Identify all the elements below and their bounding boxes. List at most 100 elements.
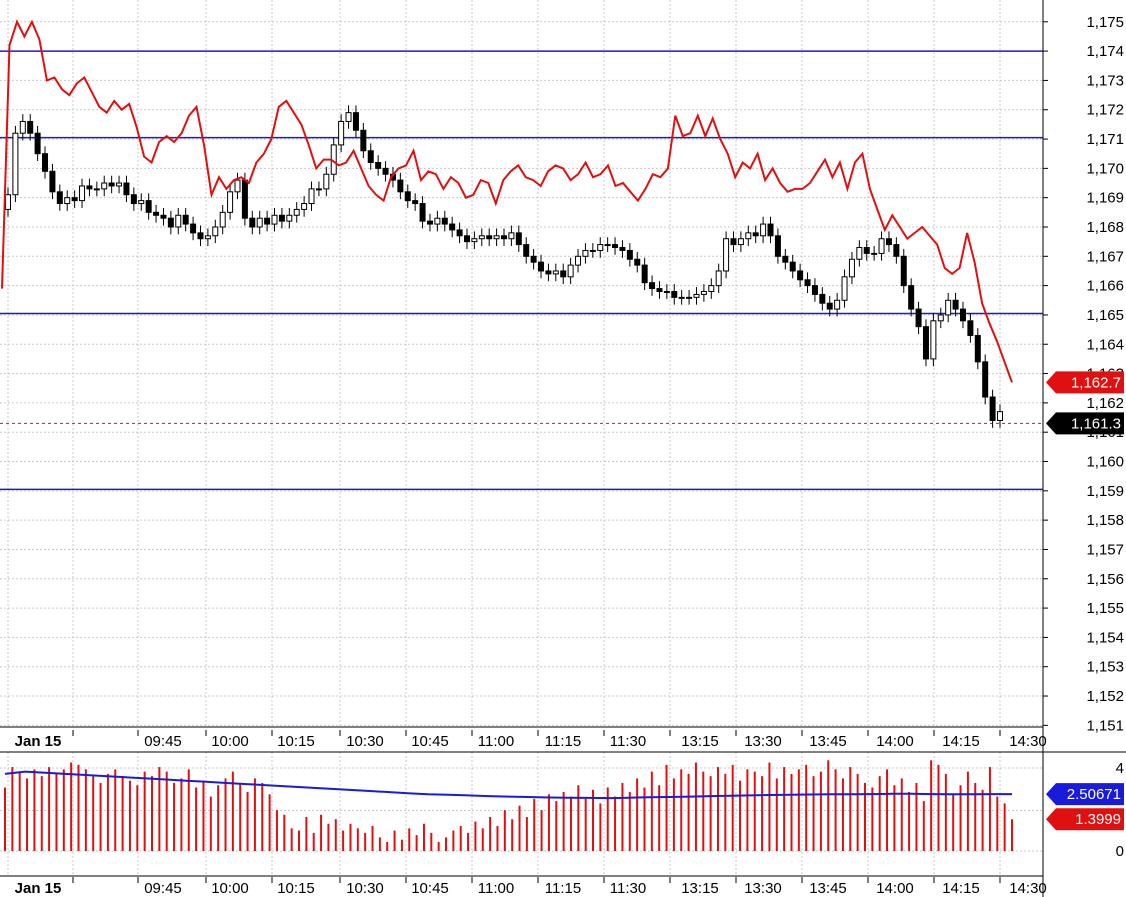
candle-body (848, 258, 855, 278)
candle-body (834, 299, 841, 310)
candle-body (227, 191, 234, 213)
candle-body (982, 361, 989, 398)
candle-body (715, 270, 722, 287)
candle-body (885, 238, 892, 246)
candle-body (997, 411, 1003, 421)
volume-bar (768, 762, 771, 851)
volume-bar (849, 767, 852, 851)
y-tick-label: 1,160 (1086, 454, 1124, 471)
volume-bar (11, 767, 14, 851)
volume-bar (636, 778, 639, 851)
volume-bar (430, 832, 433, 851)
volume-bar (393, 830, 396, 851)
candle-body (478, 235, 485, 240)
candle-body (671, 290, 678, 298)
x-tick-label: Jan 15 (15, 733, 62, 750)
volume-bar (827, 760, 830, 851)
y-tick-label: 1,156 (1086, 571, 1124, 588)
volume-bar (658, 785, 661, 851)
candle-body (27, 120, 34, 134)
x-tick-label: 10:30 (346, 880, 384, 897)
price-tag (1046, 371, 1124, 394)
volume-bar (981, 789, 984, 851)
y-tick-label: 1,152 (1086, 688, 1124, 705)
candle-body (774, 235, 781, 257)
volume-bar (915, 782, 918, 851)
candle-body (293, 208, 300, 216)
candle-body (212, 226, 219, 237)
candle-body (138, 200, 145, 205)
value-tag-label: 2.50671 (1067, 786, 1121, 803)
volume-bar (834, 769, 837, 851)
x-tick-label: 09:45 (144, 733, 182, 750)
candle-body (789, 261, 796, 272)
volume-bar (783, 767, 786, 851)
candle-body (841, 276, 848, 301)
x-tick-label: 10:15 (277, 733, 315, 750)
volume-bar (525, 816, 528, 851)
volume-bar (555, 801, 558, 851)
x-tick-label: 10:45 (411, 733, 449, 750)
volume-bar (386, 841, 389, 851)
x-tick-label: 11:15 (545, 733, 581, 750)
candle-body (404, 191, 411, 202)
volume-bar (533, 798, 536, 851)
volume-bar (290, 828, 293, 851)
x-tick-label: 11:00 (478, 880, 514, 897)
candle-body (463, 235, 470, 243)
candle-body (501, 235, 507, 240)
y-tick-label: 1,165 (1086, 307, 1124, 324)
volume-bar (334, 819, 337, 851)
volume-bar (312, 832, 315, 851)
candle-body (656, 288, 663, 292)
volume-bar (62, 769, 65, 851)
volume-bar (143, 771, 146, 851)
y-tick-label: 1,174 (1086, 43, 1124, 60)
candle-body (811, 285, 818, 295)
x-tick-label: 11:30 (610, 733, 646, 750)
volume-bar (158, 767, 161, 851)
candle-body (856, 247, 863, 260)
x-tick-label: 11:15 (545, 880, 581, 897)
volume-bar (217, 785, 220, 851)
candle-body (190, 223, 197, 234)
volume-bar (33, 769, 36, 851)
y-tick-label: 1,151 (1086, 717, 1124, 734)
volume-bar (253, 778, 256, 851)
x-tick-label: 13:15 (681, 733, 719, 750)
x-tick-label: 14:00 (876, 880, 914, 897)
volume-bar (55, 773, 58, 851)
y-tick-label: 1,164 (1086, 336, 1124, 353)
x-tick-label: 10:00 (211, 733, 249, 750)
volume-bar (871, 787, 874, 851)
x-tick-label: 14:30 (1009, 733, 1047, 750)
y-tick-label: 1,153 (1086, 659, 1124, 676)
candle-body (552, 270, 559, 275)
volume-bar (540, 810, 543, 851)
candle-body (286, 214, 293, 222)
x-tick-label: 09:45 (144, 880, 182, 897)
candle-body (723, 238, 730, 272)
candle-body (130, 194, 137, 205)
candle-body (493, 235, 500, 240)
candle-body (582, 249, 589, 257)
volume-bar (812, 776, 815, 851)
y-tick-label: 1,158 (1086, 512, 1124, 529)
candle-body (315, 188, 322, 191)
volume-bar (239, 782, 242, 851)
candle-body (515, 232, 522, 246)
candle-body (819, 293, 826, 304)
volume-bar (592, 789, 595, 851)
volume-bar (974, 782, 977, 851)
candle-body (893, 244, 900, 257)
x-tick-label: 13:45 (809, 733, 847, 750)
volume-bar (18, 771, 21, 851)
volume-bar (489, 816, 492, 851)
volume-bar (665, 764, 668, 851)
volume-bar (474, 821, 477, 851)
candle-body (419, 203, 426, 222)
candle-body (256, 217, 263, 228)
value-tag-label: 1.3999 (1075, 811, 1121, 828)
volume-bar (959, 785, 962, 851)
